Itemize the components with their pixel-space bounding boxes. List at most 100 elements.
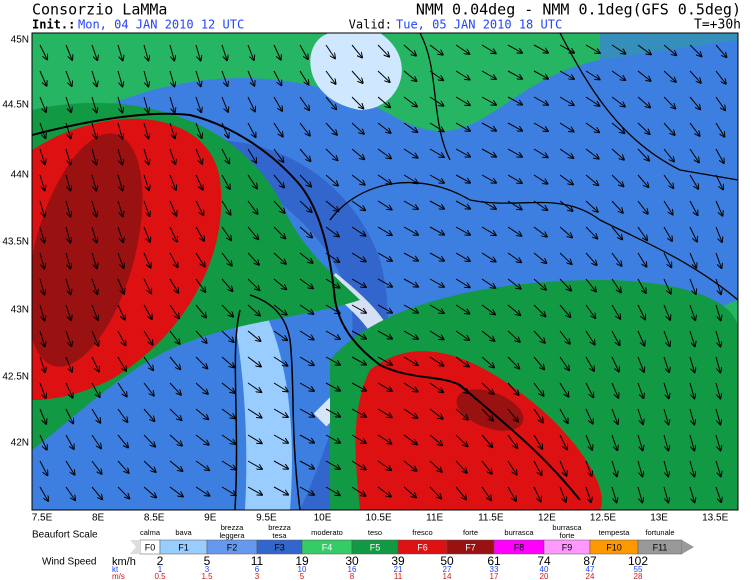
wind-arrow (65, 304, 71, 320)
wind-arrow (663, 44, 676, 55)
wind-arrow (663, 148, 674, 162)
speed-kt: 10 (298, 565, 307, 574)
wind-arrow (273, 356, 287, 366)
wind-arrow (377, 304, 392, 313)
wind-arrow (663, 434, 668, 450)
wind-arrow (247, 70, 254, 86)
wind-arrow (221, 174, 230, 189)
wind-arrow (117, 148, 122, 164)
wind-arrow (559, 148, 573, 158)
lon-label: 10E (314, 513, 332, 524)
wind-arrow (689, 330, 695, 346)
beaufort-name: brezza leggera (219, 523, 245, 540)
wind-arrow (221, 408, 235, 418)
wind-arrow (611, 356, 619, 371)
wind-arrow (65, 174, 70, 190)
lat-label: 44.5N (2, 100, 29, 111)
lat-label: 43N (11, 305, 29, 316)
wind-arrow (377, 460, 391, 470)
wind-arrow (221, 356, 234, 367)
wind-arrow (143, 70, 148, 86)
wind-arrow (117, 96, 122, 112)
wind-arrow (39, 434, 47, 450)
wind-arrow (299, 304, 313, 314)
wind-arrow (585, 148, 599, 159)
wind-arrow (91, 96, 97, 112)
wind-arrow (481, 148, 496, 157)
wind-arrow (195, 96, 201, 112)
wind-arrow (663, 330, 670, 346)
wind-arrow (247, 174, 257, 188)
wind-arrow (65, 200, 70, 216)
speed-kt: 21 (394, 565, 403, 574)
wind-arrow (195, 356, 207, 368)
wind-arrow (65, 70, 72, 86)
speed-ms: 5 (300, 572, 305, 580)
wind-arrow (481, 382, 494, 394)
wind-arrow (195, 148, 202, 164)
wind-arrow (39, 486, 48, 501)
wind-arrow (455, 408, 468, 420)
wind-arrow (429, 70, 443, 80)
wind-arrow (91, 278, 97, 294)
speed-kmh: 30 (345, 554, 359, 568)
wind-arrow (585, 408, 593, 424)
wind-arrow (325, 486, 340, 495)
scale-arrow (682, 540, 694, 554)
wind-arrow (507, 304, 520, 315)
wind-arrow (195, 434, 209, 445)
beaufort-name: bava (175, 528, 192, 537)
wind-arrow (533, 278, 546, 290)
wind-arrow (403, 252, 418, 261)
wind-arrow (273, 382, 288, 391)
wind-arrow (507, 408, 518, 422)
wind-arrow (611, 304, 620, 319)
wind-arrow (39, 70, 46, 86)
wind-arrow (325, 122, 337, 135)
wind-arrow (559, 174, 573, 184)
wind-arrow (637, 226, 647, 240)
speed-ms: 8 (350, 572, 355, 580)
wind-arrow (325, 252, 339, 262)
wind-arrow (221, 278, 232, 291)
wind-arrow (403, 486, 416, 497)
wind-arrow (455, 278, 470, 287)
wind-arrow (351, 330, 366, 339)
wind-arrow (169, 174, 176, 190)
wind-arrow (169, 148, 175, 164)
wind-arrow (351, 174, 365, 185)
wind-arrow (715, 96, 725, 110)
wind-arrow (507, 70, 522, 79)
wind-arrow (585, 460, 592, 476)
wind-arrow (533, 356, 544, 369)
speed-kt: 6 (255, 565, 260, 574)
wind-arrow (65, 252, 70, 268)
wind-arrow (273, 252, 286, 264)
wind-arrow (533, 304, 545, 316)
wind-arrow (169, 486, 183, 497)
wind-arrow (65, 278, 71, 294)
wind-arrow (377, 408, 392, 417)
wind-arrow (403, 434, 417, 444)
beaufort-code: F5 (370, 542, 381, 552)
wind-arrow (507, 330, 520, 342)
wind-arrow (377, 70, 390, 82)
wind-arrow (689, 382, 694, 398)
wind-arrow (117, 200, 123, 216)
wind-arrow (221, 304, 233, 317)
wind-arrow (273, 434, 288, 443)
wind-arrow (481, 356, 494, 367)
wind-arrow (351, 408, 366, 417)
wind-arrow (143, 252, 151, 268)
legend: Beaufort Scale calma F0 bava F1 brezza leggera… (32, 523, 694, 580)
speed-ms: 14 (443, 572, 452, 580)
wind-arrow (533, 408, 543, 422)
beaufort-code: F8 (514, 542, 525, 552)
wind-arrow (39, 304, 45, 320)
wind-arrow (507, 382, 519, 395)
wind-arrow (507, 200, 522, 209)
wind-arrow (481, 200, 496, 209)
wind-arrow (559, 96, 574, 105)
wind-arrow (117, 226, 123, 242)
